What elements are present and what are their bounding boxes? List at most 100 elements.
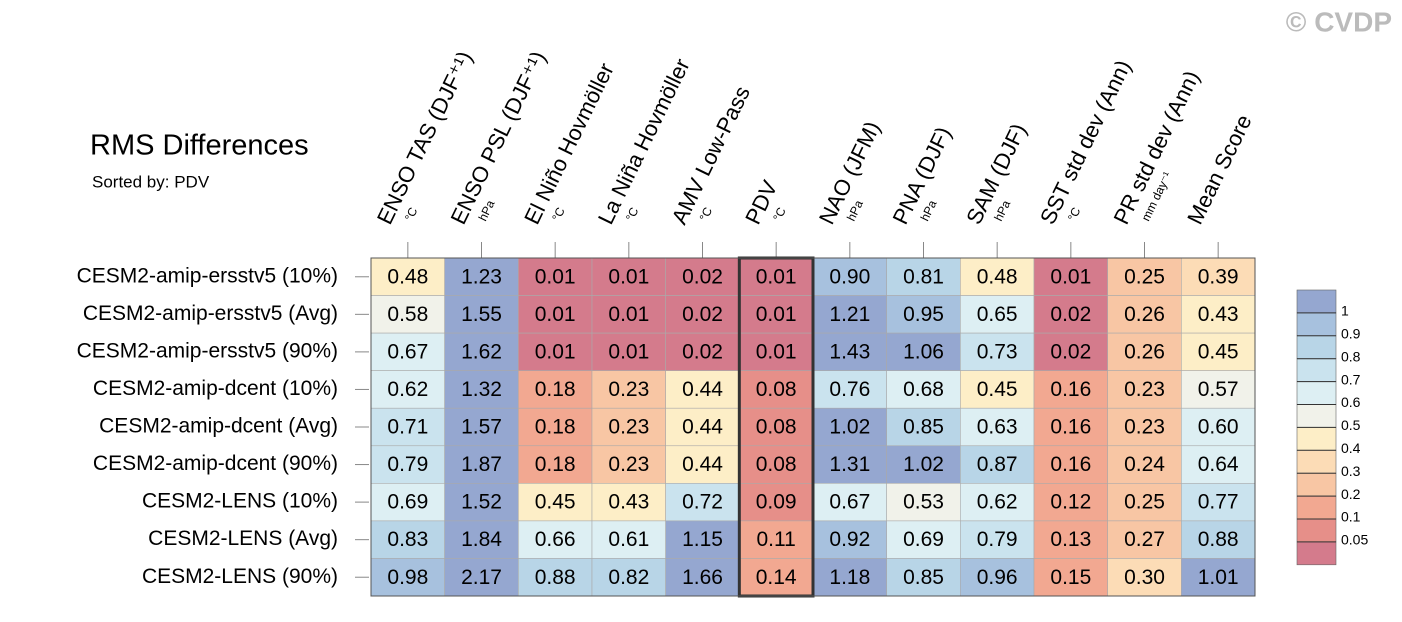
cell-label: 0.02 (1050, 340, 1091, 363)
cell-label: 0.53 (903, 491, 944, 514)
cell (665, 558, 740, 597)
cell-label: 1.21 (829, 303, 870, 326)
cell-label: 0.12 (1050, 491, 1091, 514)
cell-label: 0.26 (1124, 340, 1165, 363)
cell-label: 1.55 (461, 303, 502, 326)
cell (886, 520, 961, 559)
watermark: © CVDP (1286, 6, 1392, 37)
cell (665, 370, 740, 409)
cell-label: 0.44 (682, 453, 723, 476)
cell-label: 0.39 (1198, 265, 1239, 288)
cell (665, 295, 740, 334)
cell-label: 0.01 (756, 265, 797, 288)
cell (1181, 332, 1256, 371)
cell (1181, 445, 1256, 484)
cell (444, 332, 519, 371)
cell-label: 0.82 (608, 566, 649, 589)
cell-label: 0.67 (387, 340, 428, 363)
cell-label: 0.67 (829, 491, 870, 514)
column-unit: °C (697, 205, 716, 224)
cell (812, 483, 887, 522)
colorbar-label: 0.2 (1341, 486, 1361, 502)
cell-label: 0.01 (608, 303, 649, 326)
row-label: CESM2-amip-dcent (90%) (93, 452, 338, 475)
cell (370, 295, 445, 334)
cell-label: 0.66 (535, 528, 576, 551)
cell (739, 445, 814, 484)
cell-label: 0.92 (829, 528, 870, 551)
cell (444, 257, 519, 296)
cell-label: 0.01 (756, 303, 797, 326)
cell (370, 558, 445, 597)
cell-label: 0.13 (1050, 528, 1091, 551)
cell-label: 0.02 (682, 303, 723, 326)
cell-label: 0.16 (1050, 453, 1091, 476)
cell (1033, 558, 1108, 597)
cell (370, 407, 445, 447)
cell-label: 0.23 (608, 378, 649, 401)
cell-label: 0.98 (387, 566, 428, 589)
cell-label: 0.11 (757, 528, 796, 551)
cell-label: 0.01 (608, 340, 649, 363)
cell (444, 445, 519, 484)
cell (1181, 558, 1256, 597)
cell (812, 370, 887, 409)
cell (739, 257, 814, 296)
colorbar-box (1296, 495, 1337, 520)
colorbar-label: 0.4 (1341, 440, 1361, 456)
cell-label: 1.84 (461, 528, 502, 551)
cell-label: 0.85 (903, 566, 944, 589)
cell (1181, 257, 1256, 296)
colorbar-label: 0.7 (1341, 371, 1361, 387)
cell (886, 558, 961, 597)
cell-label: 0.14 (756, 566, 797, 589)
cell-label: 0.88 (535, 566, 576, 589)
cell (886, 370, 961, 409)
cell-label: 0.45 (1198, 340, 1239, 363)
cell-label: 0.02 (682, 265, 723, 288)
cell-label: 0.01 (535, 303, 576, 326)
cell-label: 0.09 (756, 491, 797, 514)
cell-label: 0.79 (387, 453, 428, 476)
cell-label: 0.77 (1198, 491, 1239, 514)
cell (444, 295, 519, 334)
colorbar-box (1296, 449, 1337, 474)
cell (444, 558, 519, 597)
cell (1107, 370, 1182, 409)
cell (370, 445, 445, 484)
cell-label: 0.73 (977, 340, 1018, 363)
row-label: CESM2-LENS (90%) (142, 565, 338, 588)
cell (665, 483, 740, 522)
cell (444, 407, 519, 447)
cell-label: 0.44 (682, 416, 723, 439)
cell (518, 445, 593, 484)
cell (1181, 295, 1256, 334)
cell (518, 483, 593, 522)
cell-label: 0.01 (535, 265, 576, 288)
cell-label: 0.15 (1050, 566, 1091, 589)
cell-label: 0.95 (903, 303, 944, 326)
cell (518, 520, 593, 559)
cell-label: 0.62 (387, 378, 428, 401)
cell-label: 0.30 (1124, 566, 1165, 589)
cell (812, 558, 887, 597)
row-label: CESM2-LENS (Avg) (148, 527, 338, 550)
cell (1033, 257, 1108, 296)
cell-label: 0.45 (535, 491, 576, 514)
cell-label: 1.32 (461, 378, 502, 401)
cell (1181, 483, 1256, 522)
row-label: CESM2-amip-ersstv5 (10%) (77, 264, 338, 287)
cell-label: 0.68 (903, 378, 944, 401)
cell-label: 0.61 (608, 528, 649, 551)
cell (591, 558, 666, 597)
cell-label: 0.48 (387, 265, 428, 288)
cell (1181, 407, 1256, 447)
cell (444, 483, 519, 522)
cell (1107, 520, 1182, 559)
cell-label: 0.65 (977, 303, 1018, 326)
colorbar-label: 0.5 (1341, 417, 1361, 433)
colorbar-box (1296, 312, 1337, 337)
chart-subtitle: Sorted by: PDV (92, 172, 210, 191)
colorbar-label: 1 (1341, 303, 1349, 319)
cell-label: 1.23 (461, 265, 502, 288)
